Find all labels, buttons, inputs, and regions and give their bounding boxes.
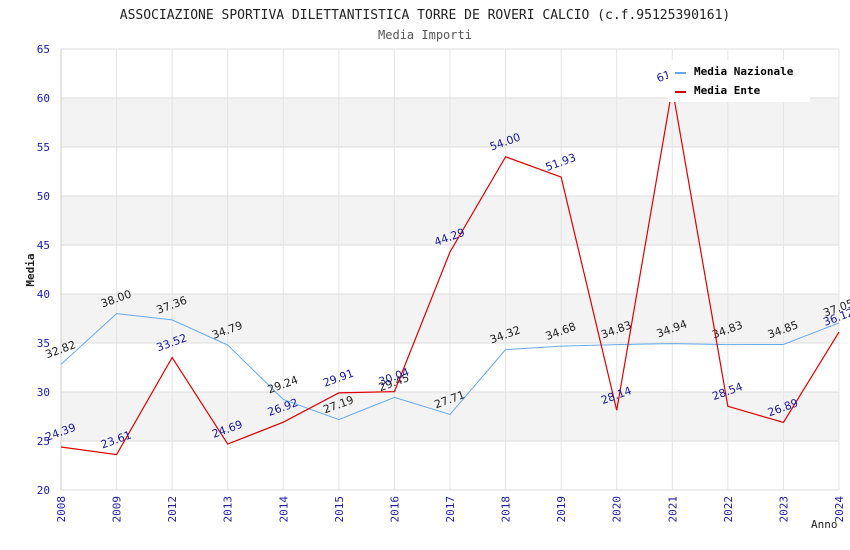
legend-label-nazionale: Media Nazionale [694, 65, 794, 78]
y-tick-labels: 20 25 30 35 40 45 50 55 60 65 [37, 43, 50, 497]
legend: Media Nazionale Media Ente [668, 60, 810, 102]
legend-label-ente: Media Ente [694, 84, 761, 97]
x-tick-label: 2021 [666, 496, 679, 523]
series-line [60, 313, 840, 421]
y-axis-title: Media [24, 253, 37, 286]
x-tick-label: 2024 [833, 496, 846, 523]
x-tick-label: 2013 [222, 496, 235, 523]
x-tick-label: 2014 [277, 496, 290, 523]
x-tick-label: 2012 [166, 496, 179, 523]
x-tick-label: 2017 [444, 496, 457, 523]
y-tick-label: 55 [37, 141, 50, 154]
y-tick-label: 35 [37, 337, 50, 350]
x-tick-label: 2015 [333, 496, 346, 523]
x-tick-label: 2022 [722, 496, 735, 523]
y-tick-label: 30 [37, 386, 50, 399]
y-tick-label: 20 [37, 484, 50, 497]
legend-background [668, 60, 810, 102]
x-tick-label: 2016 [388, 496, 401, 523]
x-tick-label: 2018 [500, 496, 513, 523]
y-tick-label: 45 [37, 239, 50, 252]
x-tick-label: 2020 [611, 496, 624, 523]
x-tick-label: 2019 [555, 496, 568, 523]
x-tick-label: 2009 [111, 496, 124, 523]
y-tick-label: 65 [37, 43, 50, 56]
y-tick-label: 25 [37, 435, 50, 448]
series-line [60, 88, 840, 456]
y-tick-label: 50 [37, 190, 50, 203]
x-tick-label: 2008 [55, 496, 68, 523]
x-axis-title: Anno [811, 518, 838, 531]
x-tick-label: 2023 [777, 496, 790, 523]
chart-subtitle: Media Importi [378, 28, 472, 42]
chart-title: ASSOCIAZIONE SPORTIVA DILETTANTISTICA TO… [120, 8, 730, 23]
x-tick-labels: 2008 2009 2012 2013 2014 2015 2016 2017 2018 2019… [55, 496, 846, 523]
y-tick-label: 40 [37, 288, 50, 301]
y-tick-label: 60 [37, 92, 50, 105]
